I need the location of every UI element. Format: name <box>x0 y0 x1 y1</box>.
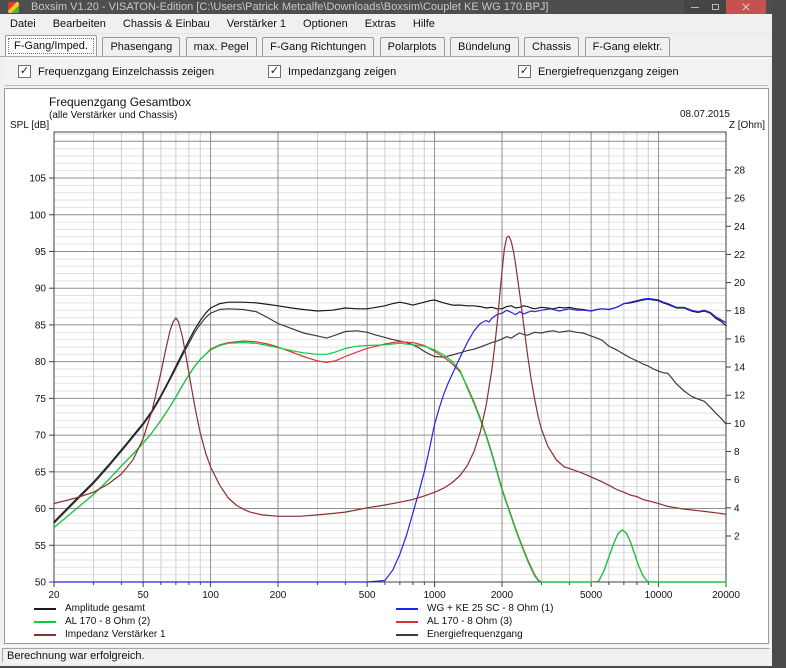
svg-text:26: 26 <box>734 194 746 205</box>
menu-optionen[interactable]: Optionen <box>303 18 348 30</box>
status-bar: Berechnung war erfolgreich. <box>0 646 772 665</box>
legend-item-amplitude: Amplitude gesamt <box>34 603 145 614</box>
chart-subtitle: (alle Verstärker und Chassis) <box>49 110 177 121</box>
menu-hilfe[interactable]: Hilfe <box>413 18 435 30</box>
legend-line-blue <box>396 608 418 610</box>
svg-text:20: 20 <box>48 590 60 601</box>
maximize-button[interactable] <box>705 0 726 14</box>
svg-text:10000: 10000 <box>645 590 673 601</box>
app-icon <box>8 2 19 13</box>
svg-text:8: 8 <box>734 447 740 458</box>
spl-axis-label: SPL [dB] <box>10 120 49 131</box>
svg-text:85: 85 <box>35 320 47 331</box>
svg-text:2: 2 <box>734 531 740 542</box>
legend-item-wg-ke25: WG + KE 25 SC - 8 Ohm (1) <box>396 603 553 614</box>
svg-text:200: 200 <box>270 590 287 601</box>
menu-verstaerker[interactable]: Verstärker 1 <box>227 18 286 30</box>
legend-line-gray <box>396 634 418 636</box>
close-button[interactable] <box>726 0 766 14</box>
checkbox-icon[interactable]: ✓ <box>18 65 31 78</box>
svg-text:5000: 5000 <box>580 590 603 601</box>
svg-text:100: 100 <box>29 210 46 221</box>
svg-text:1000: 1000 <box>423 590 446 601</box>
chart-legend: Amplitude gesamt AL 170 - 8 Ohm (2) Impe… <box>5 601 768 643</box>
legend-item-impedanz: Impedanz Verstärker 1 <box>34 629 166 640</box>
legend-line-red <box>396 621 418 623</box>
svg-text:70: 70 <box>35 431 47 442</box>
menu-bar: Datei Bearbeiten Chassis & Einbau Verstä… <box>0 14 772 34</box>
legend-item-energie: Energiefrequenzgang <box>396 629 523 640</box>
tab-max-pegel[interactable]: max. Pegel <box>186 37 257 56</box>
svg-text:20: 20 <box>734 278 746 289</box>
maximize-icon <box>712 4 719 10</box>
minimize-icon <box>691 7 699 8</box>
svg-text:2000: 2000 <box>491 590 514 601</box>
svg-text:14: 14 <box>734 363 746 374</box>
svg-text:16: 16 <box>734 334 746 345</box>
menu-extras[interactable]: Extras <box>365 18 396 30</box>
tab-fgang-imped[interactable]: F-Gang/Imped. <box>5 35 97 56</box>
chart-panel: 2050100200500100020005000100002000010510… <box>4 88 769 644</box>
svg-text:6: 6 <box>734 475 740 486</box>
tab-polarplots[interactable]: Polarplots <box>380 37 445 56</box>
menu-datei[interactable]: Datei <box>10 18 36 30</box>
frequency-response-chart: 2050100200500100020005000100002000010510… <box>5 89 770 645</box>
status-message: Berechnung war erfolgreich. <box>2 648 770 663</box>
svg-text:12: 12 <box>734 391 746 402</box>
svg-text:75: 75 <box>35 394 47 405</box>
impedance-axis-label: Z [Ohm] <box>729 120 765 131</box>
legend-line-green <box>34 621 56 623</box>
checkbox-label: Energiefrequenzgang zeigen <box>538 66 679 78</box>
title-bar: Boxsim V1.20 - VISATON-Edition [C:\Users… <box>0 0 772 14</box>
svg-text:24: 24 <box>734 222 746 233</box>
checkbox-einzelchassis[interactable]: ✓ Frequenzgang Einzelchassis zeigen <box>18 65 214 78</box>
svg-text:18: 18 <box>734 306 746 317</box>
window-title: Boxsim V1.20 - VISATON-Edition [C:\Users… <box>31 1 684 13</box>
legend-item-al170-3: AL 170 - 8 Ohm (3) <box>396 616 512 627</box>
menu-bearbeiten[interactable]: Bearbeiten <box>53 18 106 30</box>
svg-text:50: 50 <box>35 578 47 589</box>
svg-text:65: 65 <box>35 467 47 478</box>
checkbox-icon[interactable]: ✓ <box>268 65 281 78</box>
tab-buendelung[interactable]: Bündelung <box>450 37 519 56</box>
svg-text:4: 4 <box>734 503 740 514</box>
tab-fgang-richtungen[interactable]: F-Gang Richtungen <box>262 37 374 56</box>
checkbox-label: Impedanzgang zeigen <box>288 66 396 78</box>
svg-text:28: 28 <box>734 165 746 176</box>
tab-fgang-elektr[interactable]: F-Gang elektr. <box>585 37 671 56</box>
checkbox-energiefrequenzgang[interactable]: ✓ Energiefrequenzgang zeigen <box>518 65 679 78</box>
svg-text:80: 80 <box>35 357 47 368</box>
tab-chassis[interactable]: Chassis <box>524 37 579 56</box>
options-panel: ✓ Frequenzgang Einzelchassis zeigen ✓ Im… <box>5 58 768 86</box>
svg-text:55: 55 <box>35 541 47 552</box>
svg-text:10: 10 <box>734 419 746 430</box>
checkbox-icon[interactable]: ✓ <box>518 65 531 78</box>
checkbox-impedanzgang[interactable]: ✓ Impedanzgang zeigen <box>268 65 396 78</box>
legend-line-black <box>34 608 56 610</box>
svg-text:100: 100 <box>202 590 219 601</box>
tab-strip: F-Gang/Imped. Phasengang max. Pegel F-Ga… <box>0 34 772 57</box>
svg-text:60: 60 <box>35 504 47 515</box>
legend-item-al170-2: AL 170 - 8 Ohm (2) <box>34 616 150 627</box>
chart-date: 08.07.2015 <box>680 109 730 120</box>
svg-text:90: 90 <box>35 284 47 295</box>
svg-text:95: 95 <box>35 247 47 258</box>
svg-text:500: 500 <box>359 590 376 601</box>
legend-line-darkred <box>34 634 56 636</box>
svg-text:50: 50 <box>138 590 150 601</box>
svg-text:22: 22 <box>734 250 746 261</box>
minimize-button[interactable] <box>684 0 705 14</box>
chart-title: Frequenzgang Gesamtbox <box>49 95 191 109</box>
svg-text:20000: 20000 <box>712 590 740 601</box>
checkbox-label: Frequenzgang Einzelchassis zeigen <box>38 66 214 78</box>
tab-phasengang[interactable]: Phasengang <box>102 37 180 56</box>
svg-text:105: 105 <box>29 174 46 185</box>
menu-chassis-einbau[interactable]: Chassis & Einbau <box>123 18 210 30</box>
app-window: Boxsim V1.20 - VISATON-Edition [C:\Users… <box>0 0 772 666</box>
